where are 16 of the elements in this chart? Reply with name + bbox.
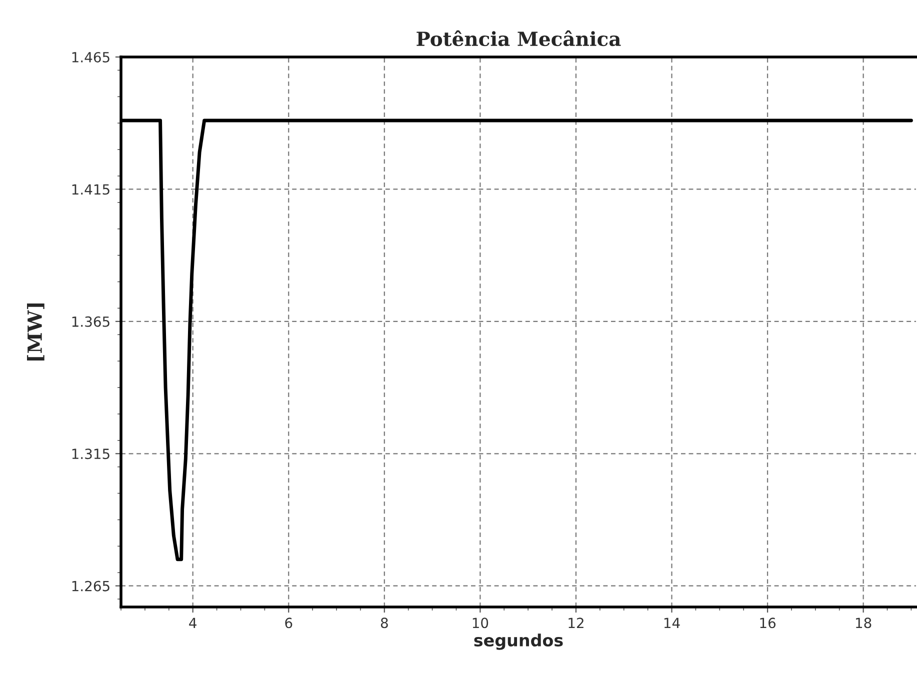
x-tick-label: 18 xyxy=(856,618,872,628)
x-tick-label: 6 xyxy=(285,618,292,628)
chart-title: Potência Mecânica xyxy=(416,30,621,46)
y-tick-label: 1.415 xyxy=(72,184,110,195)
y-tick-label: 1.315 xyxy=(72,448,110,460)
x-tick-label: 12 xyxy=(568,618,584,628)
x-tick-label: 10 xyxy=(472,618,488,628)
x-tick-label: 14 xyxy=(664,618,680,628)
y-tick-label: 1.265 xyxy=(72,580,110,592)
y-tick-label: 1.465 xyxy=(72,52,110,62)
y-tick-label: 1.365 xyxy=(72,316,110,327)
x-tick-label: 8 xyxy=(380,618,388,628)
x-tick-label: 16 xyxy=(760,618,776,628)
x-tick-label: 4 xyxy=(189,618,196,628)
y-axis-title: [MW] xyxy=(27,304,44,360)
x-axis-title: segundos xyxy=(474,634,563,650)
